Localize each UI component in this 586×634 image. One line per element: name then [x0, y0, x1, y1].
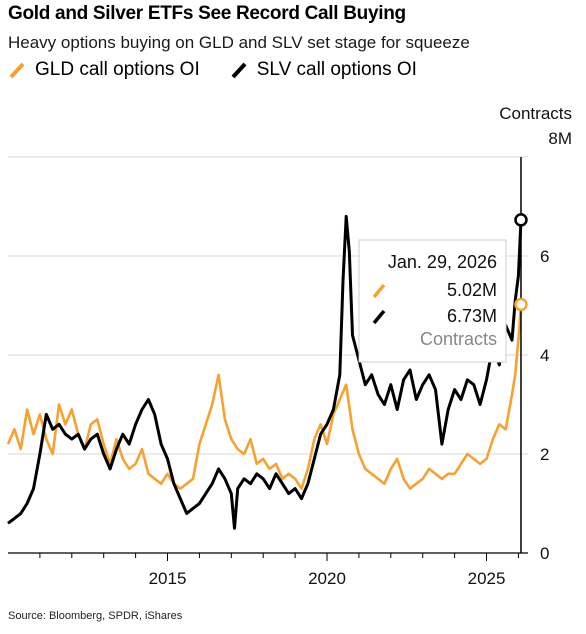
tooltip-slv-value: 6.73M [447, 306, 497, 326]
x-tick-label: 2015 [149, 569, 187, 588]
slv-end-marker [514, 213, 528, 227]
x-tick-label: 2020 [308, 569, 346, 588]
legend-label-gld: GLD call options OI [35, 59, 200, 80]
tooltip-slv-swatch-icon [372, 309, 386, 325]
y-tick-label: 0 [540, 544, 549, 563]
series-lines [6, 214, 523, 530]
y-tick-label: 6 [540, 247, 549, 266]
chart-title: Gold and Silver ETFs See Record Call Buy… [8, 3, 406, 24]
y-unit-label: Contracts [499, 104, 572, 123]
y-axis-top-label: 8M [548, 129, 572, 148]
chart-subtitle: Heavy options buying on GLD and SLV set … [8, 33, 470, 52]
gld-series-line [6, 304, 523, 490]
legend-swatch-gld-icon [9, 62, 25, 79]
tooltip-unit: Contracts [420, 329, 497, 349]
tooltip: Jan. 29, 2026 5.02M 6.73M Contracts [358, 239, 507, 363]
legend-label-slv: SLV call options OI [256, 59, 417, 80]
legend-item-gld: GLD call options OI [8, 59, 200, 81]
end-markers [514, 213, 528, 312]
gld-end-marker [514, 297, 528, 312]
source-note: Source: Bloomberg, SPDR, iShares [8, 610, 183, 622]
x-tick-label: 2025 [468, 569, 506, 588]
tooltip-gld-swatch-icon [372, 283, 386, 299]
tooltip-date: Jan. 29, 2026 [388, 252, 497, 272]
tooltip-gld-value: 5.02M [447, 280, 497, 300]
legend-item-slv: SLV call options OI [230, 59, 417, 81]
chart-legend: GLD call options OI SLV call options OI [8, 59, 447, 81]
legend-swatch-slv-icon [231, 62, 247, 79]
tooltip-box [358, 239, 507, 363]
y-axis: Contracts 8M 0 2 4 6 [499, 104, 572, 563]
y-tick-label: 2 [540, 445, 549, 464]
slv-series-line [7, 214, 523, 530]
x-axis: 2015 2020 2025 [8, 552, 528, 588]
y-tick-label: 4 [540, 346, 549, 365]
